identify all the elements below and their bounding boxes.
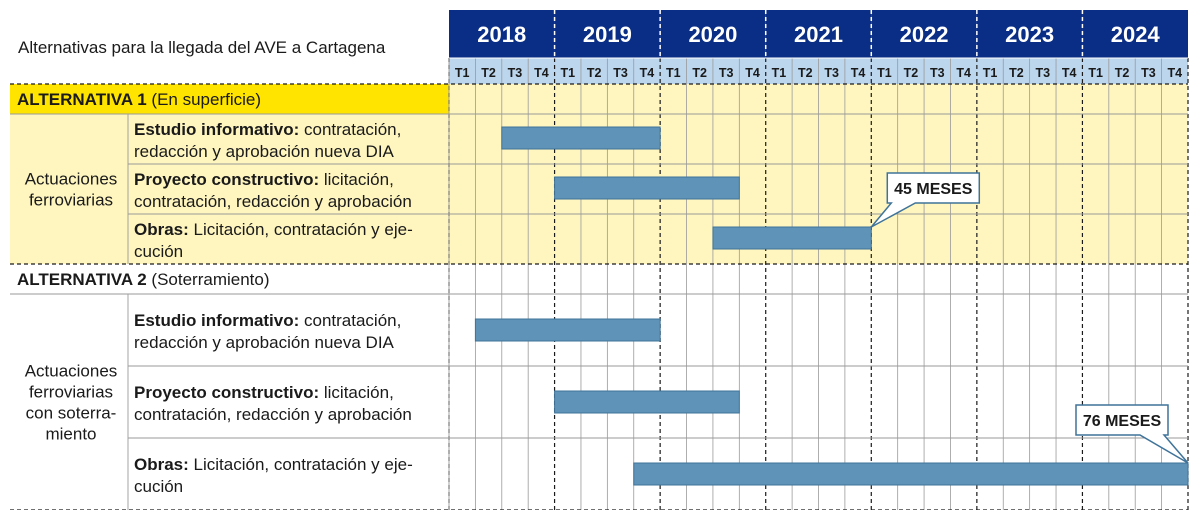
gantt-bar-2-1 (474, 318, 661, 342)
year-label-2022: 2022 (900, 22, 949, 47)
year-header-2023 (976, 10, 1083, 58)
duration-callout-2-label: 76 MESES (1083, 413, 1162, 430)
task-label: Proyecto constructivo: licitación, (134, 170, 394, 189)
quarter-label-2019-T4: T4 (640, 66, 655, 80)
year-header-2024 (1082, 10, 1188, 58)
quarter-label-2018-T2: T2 (481, 66, 496, 80)
quarter-label-2021-T1: T1 (772, 66, 787, 80)
quarter-label-2019-T3: T3 (613, 66, 628, 80)
quarter-label-2020-T2: T2 (692, 66, 707, 80)
quarter-label-2023-T4: T4 (1062, 66, 1077, 80)
year-header-2021 (765, 10, 872, 58)
quarter-label-2024-T2: T2 (1115, 66, 1130, 80)
quarter-label-2022-T2: T2 (904, 66, 919, 80)
task-label-line2: redacción y aprobación nueva DIA (134, 142, 395, 161)
quarter-label-2018-T3: T3 (508, 66, 523, 80)
duration-callout-1 (870, 172, 981, 228)
quarter-label-2020-T3: T3 (719, 66, 734, 80)
quarter-label-2021-T3: T3 (824, 66, 839, 80)
year-header-2019 (554, 10, 661, 58)
gantt-bar-2-3 (633, 462, 1189, 486)
group-1-category-label: Actuaciones ferroviarias (25, 170, 118, 210)
task-label-line2: contratación, redacción y aprobación (134, 192, 412, 211)
quarter-label-2023-T3: T3 (1036, 66, 1051, 80)
year-header-2020 (660, 10, 766, 58)
year-header-2018 (449, 10, 555, 58)
quarter-label-2023-T2: T2 (1009, 66, 1024, 80)
task-label: Estudio informativo: contratación, (134, 311, 401, 330)
year-label-2019: 2019 (583, 22, 632, 47)
year-label-2020: 2020 (688, 22, 737, 47)
duration-callout-2 (1075, 404, 1189, 464)
task-label: Proyecto constructivo: licitación, (134, 383, 394, 402)
quarter-label-2018-T1: T1 (455, 66, 470, 80)
quarter-label-2021-T2: T2 (798, 66, 813, 80)
gantt-bar-1-1 (501, 126, 661, 150)
quarter-label-2019-T1: T1 (560, 66, 575, 80)
year-label-2024: 2024 (1111, 22, 1161, 47)
quarter-label-2022-T3: T3 (930, 66, 945, 80)
quarter-label-2022-T1: T1 (877, 66, 892, 80)
duration-callout-1-label: 45 MESES (894, 181, 973, 198)
quarter-label-2018-T4: T4 (534, 66, 549, 80)
group-2-category-label: Actuaciones ferroviarias con soterra-mient… (25, 362, 118, 444)
task-label-line2: redacción y aprobación nueva DIA (134, 333, 395, 352)
quarter-label-2023-T1: T1 (983, 66, 998, 80)
year-label-2018: 2018 (477, 22, 526, 47)
task-label: Obras: Licitación, contratación y eje- (134, 220, 413, 239)
task-label-line2: cución (134, 477, 183, 496)
gantt-bar-1-2 (554, 176, 740, 200)
quarter-label-2019-T2: T2 (587, 66, 602, 80)
group-1-title: ALTERNATIVA 1 (En superficie) (17, 90, 261, 109)
year-header-2022 (871, 10, 977, 58)
chart-title: Alternativas para la llegada del AVE a C… (18, 38, 386, 57)
group-1-title-highlight (10, 84, 449, 114)
quarter-label-2024-T3: T3 (1141, 66, 1156, 80)
gantt-bar-1-3 (712, 226, 872, 250)
quarter-label-2024-T1: T1 (1088, 66, 1103, 80)
quarter-label-2020-T4: T4 (745, 66, 760, 80)
task-label: Obras: Licitación, contratación y eje- (134, 455, 413, 474)
quarter-label-2021-T4: T4 (851, 66, 866, 80)
quarter-label-2024-T4: T4 (1168, 66, 1183, 80)
gantt-bar-2-2 (554, 390, 740, 414)
group-2-title: ALTERNATIVA 2 (Soterramiento) (17, 270, 270, 289)
quarter-label-2020-T1: T1 (666, 66, 681, 80)
year-label-2021: 2021 (794, 22, 843, 47)
task-label-line2: cución (134, 242, 183, 261)
task-label: Estudio informativo: contratación, (134, 120, 401, 139)
year-label-2023: 2023 (1005, 22, 1054, 47)
task-label-line2: contratación, redacción y aprobación (134, 405, 412, 424)
quarter-label-2022-T4: T4 (956, 66, 971, 80)
